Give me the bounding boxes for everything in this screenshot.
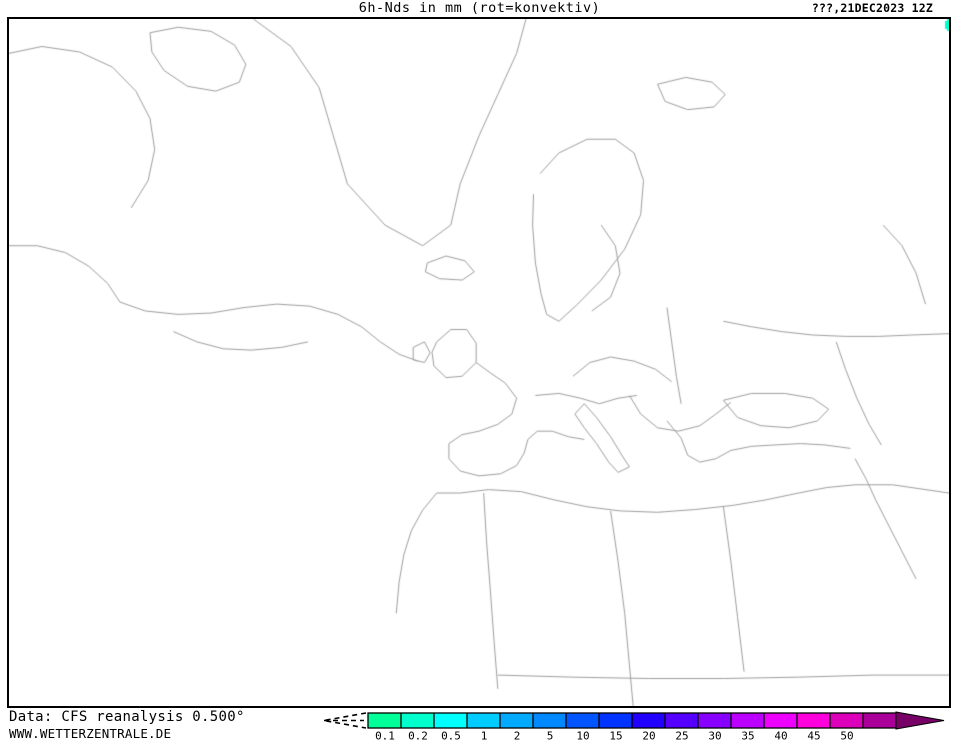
legend-colour-cell xyxy=(368,713,402,728)
map-frame[interactable] xyxy=(7,17,951,708)
legend-colour-cell xyxy=(698,713,732,728)
legend-colorbar: 0.1 0.2 0.5 1 2 5 10 15 20 25 30 35 40 45 50 xyxy=(322,710,959,741)
data-source-label: Data: CFS reanalysis 0.500° xyxy=(9,709,245,725)
legend-tick-label: 40 xyxy=(774,730,787,741)
model-run-stamp: ???,21DEC2023 12Z xyxy=(811,1,933,15)
legend-tick-label: 30 xyxy=(708,730,721,741)
legend-tick-label: 35 xyxy=(741,730,754,741)
legend-colour-cell xyxy=(434,713,468,728)
legend-tick-label: 25 xyxy=(675,730,688,741)
legend-tick-label: 0.2 xyxy=(408,730,428,741)
legend-tick-label: 15 xyxy=(609,730,622,741)
legend-tick-label: 0.1 xyxy=(375,730,395,741)
legend-tick-label: 2 xyxy=(514,730,521,741)
page-title: 6h-Nds in mm (rot=konvektiv) xyxy=(358,0,601,16)
header: 6h-Nds in mm (rot=konvektiv) ???,21DEC20… xyxy=(0,0,959,17)
legend-colour-cell xyxy=(401,713,435,728)
legend-tick-label: 10 xyxy=(576,730,589,741)
precipitation-contour-map[interactable] xyxy=(9,19,949,706)
legend-colour-cell xyxy=(797,713,831,728)
legend-tick-label: 45 xyxy=(807,730,820,741)
legend-colour-cell xyxy=(731,713,765,728)
legend-tick-label: 5 xyxy=(547,730,554,741)
legend-colour-cell xyxy=(830,713,864,728)
legend-colour-cell xyxy=(467,713,501,728)
legend-colour-cell xyxy=(500,713,534,728)
legend-tick-label: 50 xyxy=(840,730,853,741)
legend-colour-cell xyxy=(599,713,633,728)
legend-over-range-arrow xyxy=(895,711,945,730)
legend-tick-label: 1 xyxy=(481,730,488,741)
legend-colour-cell xyxy=(533,713,567,728)
legend-tick-label: 0.5 xyxy=(441,730,461,741)
website-label: WWW.WETTERZENTRALE.DE xyxy=(9,726,172,741)
legend-tick-label: 20 xyxy=(642,730,655,741)
legend-colour-cell xyxy=(764,713,798,728)
legend-colour-cell xyxy=(566,713,600,728)
legend-colour-cell xyxy=(863,713,897,728)
legend-svg: 0.1 0.2 0.5 1 2 5 10 15 20 25 30 35 40 45 50 xyxy=(323,711,945,741)
legend-colour-cell xyxy=(665,713,699,728)
legend-colour-cell xyxy=(632,713,666,728)
